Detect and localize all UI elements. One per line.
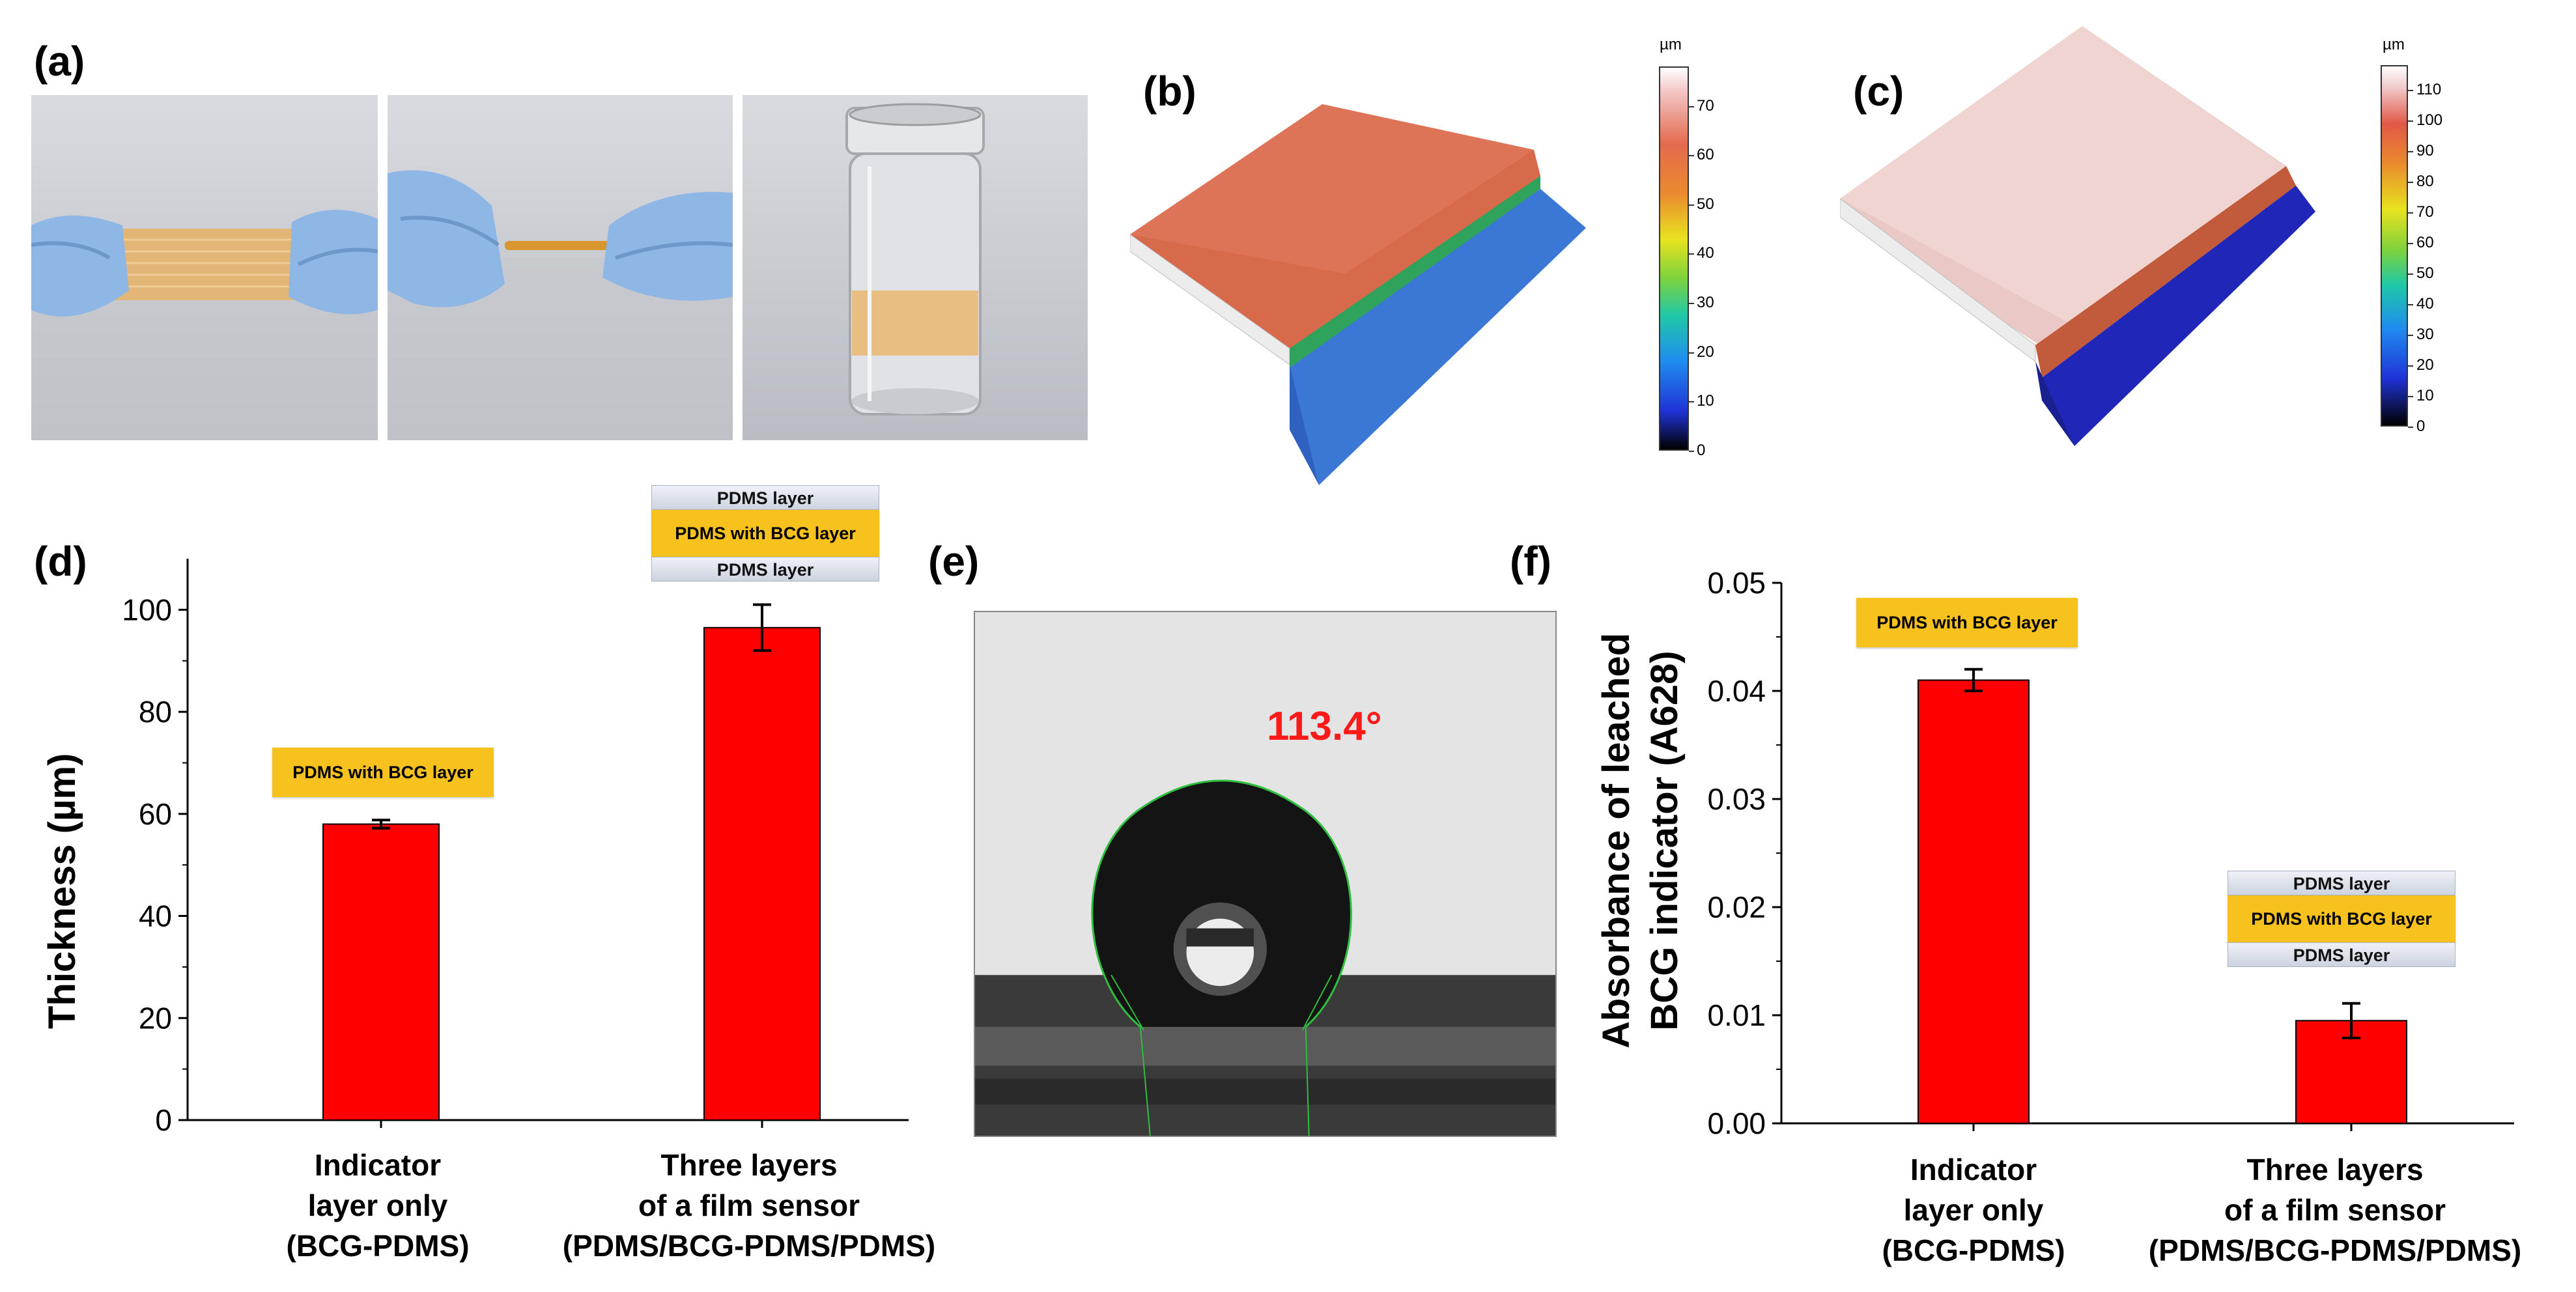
- photo-vial-with-film: [743, 95, 1088, 440]
- colorbar-tick: 10: [1697, 392, 1714, 410]
- panel-label-a: (a): [34, 38, 85, 85]
- colorbar-tick-mark: [2408, 427, 2413, 428]
- colorbar-tick-mark: [2408, 89, 2413, 91]
- layer-diagram-three-layer-d: PDMS layer PDMS with BCG layer PDMS laye…: [651, 485, 879, 582]
- colorbar-tick-mark: [2408, 181, 2413, 183]
- chart-d-category-2: Three layers of a film sensor (PDMS/BCG-PD…: [562, 1148, 936, 1263]
- colorbar-tick-mark: [1689, 253, 1694, 255]
- colorbar-tick: 40: [2416, 294, 2434, 313]
- chart-d-category-1: Indicator layer only (BCG-PDMS): [286, 1148, 470, 1263]
- colorbar-tick-mark: [1689, 451, 1694, 452]
- y-tick-label: 0.01: [1707, 998, 1766, 1032]
- colorbar-tick: 0: [1697, 442, 1706, 459]
- panel-label-b: (b): [1143, 68, 1196, 115]
- contact-angle-value: 113.4°: [1267, 704, 1382, 749]
- colorbar-tick: 110: [2416, 80, 2442, 98]
- bar: [703, 626, 821, 1121]
- y-tick-label: 100: [122, 593, 172, 626]
- y-tick-label: 0.02: [1707, 890, 1766, 924]
- y-tick-label: 20: [139, 1001, 172, 1035]
- panel-label-d: (d): [34, 538, 87, 585]
- panel-label-e: (e): [928, 538, 980, 585]
- chart-f-ylabel: Absorbance of leached BCG indicator (A628…: [1595, 632, 1686, 1048]
- colorbar-tick: 70: [1697, 96, 1714, 115]
- y-tick-label: 0.00: [1707, 1106, 1766, 1140]
- y-tick-label: 0.03: [1707, 782, 1766, 816]
- y-tick-label: 0.05: [1707, 566, 1766, 600]
- y-tick-label: 80: [139, 695, 172, 729]
- colorbar-tick: 100: [2416, 111, 2443, 129]
- colorbar-tick-mark: [2408, 242, 2413, 244]
- panel-label-f: (f): [1510, 538, 1551, 585]
- colorbar-b: [1659, 66, 1689, 451]
- colorbar-tick: 90: [2416, 141, 2434, 160]
- colorbar-tick: 30: [1697, 294, 1714, 312]
- colorbar-tick: 20: [2416, 356, 2434, 374]
- panel-label-c: (c): [1853, 68, 1904, 115]
- y-tick-label: 0: [155, 1103, 172, 1137]
- layer-diagram-three-layer-f: PDMS layer PDMS with BCG layer PDMS laye…: [2228, 871, 2456, 967]
- y-tick-label: 60: [139, 797, 172, 831]
- bar: [322, 823, 440, 1121]
- chart-f-category-1: Indicator layer only (BCG-PDMS): [1882, 1153, 2065, 1267]
- y-tick-label: 0.04: [1707, 674, 1766, 708]
- colorbar-tick-mark: [2408, 365, 2413, 367]
- colorbar-tick-mark: [2408, 395, 2413, 397]
- photo-film-stretched: [31, 95, 378, 440]
- colorbar-tick-mark: [1689, 303, 1694, 305]
- colorbar-tick-mark: [2408, 150, 2413, 152]
- colorbar-b-unit: µm: [1660, 36, 1682, 53]
- colorbar-tick: 50: [1697, 195, 1714, 213]
- colorbar-tick-mark: [2408, 212, 2413, 214]
- colorbar-tick: 30: [2416, 325, 2434, 343]
- colorbar-tick-mark: [2408, 273, 2413, 275]
- colorbar-tick-mark: [1689, 401, 1694, 403]
- colorbar-tick: 10: [2416, 386, 2434, 404]
- surface-profile-indicator-layer: [1130, 104, 1592, 488]
- colorbar-tick: 70: [2416, 203, 2434, 221]
- colorbar-tick: 60: [1697, 146, 1714, 164]
- colorbar-tick: 50: [2416, 264, 2434, 282]
- colorbar-tick-mark: [2408, 303, 2413, 305]
- y-tick-label: 40: [139, 899, 172, 933]
- photo-film-edge: [388, 95, 733, 440]
- surface-profile-film-sensor: [1840, 26, 2315, 449]
- colorbar-tick: 40: [1697, 244, 1714, 262]
- colorbar-tick-mark: [1689, 204, 1694, 206]
- layer-diagram-indicator-d: PDMS with BCG layer: [272, 748, 494, 797]
- colorbar-tick-mark: [1689, 155, 1694, 157]
- colorbar-tick-mark: [2408, 120, 2413, 122]
- colorbar-tick: 60: [2416, 233, 2434, 251]
- bar: [1918, 679, 2030, 1124]
- colorbar-tick: 0: [2416, 417, 2426, 435]
- chart-f-category-2: Three layers of a film sensor (PDMS/BCG-PD…: [2148, 1153, 2522, 1267]
- colorbar-tick-mark: [2408, 334, 2413, 336]
- contact-angle-image: 113.4°: [974, 611, 1557, 1137]
- colorbar-c-unit: µm: [2383, 36, 2405, 53]
- layer-diagram-indicator-f: PDMS with BCG layer: [1856, 598, 2078, 647]
- colorbar-tick: 20: [1697, 343, 1714, 361]
- colorbar-tick: 80: [2416, 172, 2434, 190]
- colorbar-tick-mark: [1689, 352, 1694, 354]
- colorbar-tick-mark: [1689, 105, 1694, 107]
- colorbar-c: [2381, 65, 2408, 427]
